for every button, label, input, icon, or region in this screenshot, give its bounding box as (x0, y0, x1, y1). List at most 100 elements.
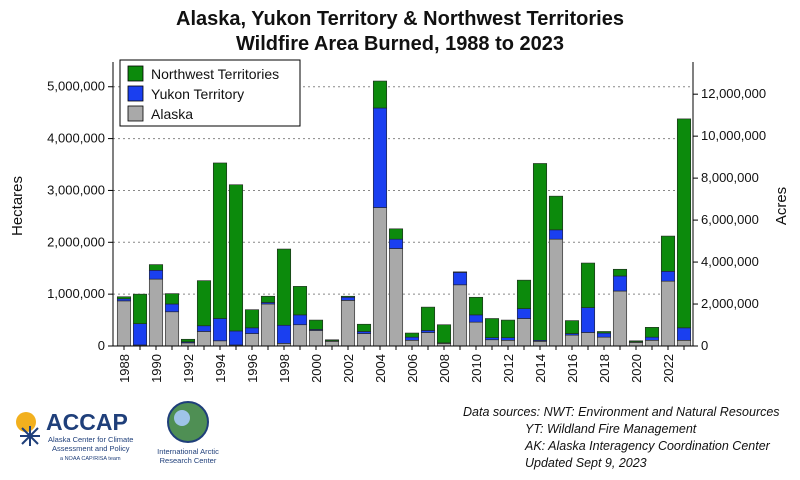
x-tick-label: 2002 (341, 354, 356, 383)
bar-northwest-territories-2006 (404, 332, 420, 338)
x-tick-label: 2020 (629, 354, 644, 383)
bar-yukon-territory-1994 (212, 318, 228, 342)
bar-yukon-territory-2022 (660, 271, 676, 282)
y-tick-label: 4,000,000 (47, 131, 105, 146)
bar-alaska-2009 (452, 284, 468, 347)
legend: Northwest Territories Yukon Territory Al… (119, 59, 301, 127)
x-tick-label: 2004 (373, 354, 388, 383)
legend-swatch-northwest-territories (127, 65, 144, 82)
bar-northwest-territories-2020 (628, 340, 644, 343)
bar-northwest-territories-2008 (436, 324, 452, 344)
bar-yukon-territory-2017 (580, 307, 596, 333)
accap-logo-line-3: a NOAA CAP/RISA team (60, 456, 121, 462)
bar-alaska-2022 (660, 280, 676, 347)
x-tick-label: 1996 (245, 354, 260, 383)
x-tick-label: 2000 (309, 354, 324, 383)
accap-logo: ACCAP Alaska Center for Climate Assessme… (16, 409, 133, 462)
y-axis-left-label: Hectares (9, 176, 26, 236)
bar-northwest-territories-1995 (228, 184, 244, 332)
bar-yukon-territory-2002 (340, 296, 356, 301)
bar-yukon-territory-2012 (500, 337, 516, 341)
x-tick-label: 2012 (501, 354, 516, 383)
x-tick-label: 1998 (277, 354, 292, 383)
x-tick-label: 1988 (117, 354, 132, 383)
y-right-tick-label: 2,000,000 (701, 296, 759, 311)
bar-northwest-territories-2019 (612, 268, 628, 277)
bar-alaska-2018 (596, 336, 612, 347)
bar-yukon-territory-1999 (292, 314, 308, 326)
bar-alaska-1990 (148, 278, 164, 347)
bar-northwest-territories-2002 (340, 295, 356, 298)
x-tick-label: 2010 (469, 354, 484, 383)
bar-yukon-territory-2021 (644, 336, 660, 341)
legend-label-northwest-territories: Northwest Territories (151, 66, 279, 82)
x-tick-label: 1992 (181, 354, 196, 383)
y-tick-label: 5,000,000 (47, 79, 105, 94)
bar-northwest-territories-2018 (596, 331, 612, 334)
bar-yukon-territory-2010 (468, 314, 484, 323)
snowflake-icon (20, 426, 40, 446)
bar-northwest-territories-2012 (500, 319, 516, 339)
y-axis-right-label: Acres (773, 187, 790, 225)
iarc-logo: International Arctic Research Center (157, 401, 219, 465)
iarc-logo-line-1: International Arctic (157, 447, 219, 456)
y-tick-label: 0 (98, 338, 105, 353)
bar-northwest-territories-2004 (372, 80, 388, 109)
bar-yukon-territory-1990 (148, 269, 164, 280)
bar-alaska-2015 (548, 238, 564, 347)
chart-title-line-1: Alaska, Yukon Territory & Northwest Terr… (176, 8, 624, 30)
bar-alaska-1999 (292, 324, 308, 347)
y-right-tick-label: 10,000,000 (701, 128, 766, 143)
data-source-line-1: Data sources: NWT: Environment and Natur… (463, 405, 780, 419)
bar-northwest-territories-2017 (580, 262, 596, 308)
bar-northwest-territories-2016 (564, 320, 580, 334)
bar-northwest-territories-1994 (212, 162, 228, 319)
x-tick-label: 1990 (149, 354, 164, 383)
x-tick-label: 2014 (533, 354, 548, 383)
bar-northwest-territories-1988 (116, 296, 132, 300)
legend-label-alaska: Alaska (151, 106, 193, 122)
bar-northwest-territories-1991 (164, 293, 180, 305)
data-sources-note: Data sources: NWT: Environment and Natur… (463, 404, 793, 472)
bar-alaska-2002 (340, 300, 356, 347)
bar-yukon-territory-2019 (612, 275, 628, 292)
legend-swatch-yukon-territory (127, 85, 144, 102)
bar-yukon-territory-1996 (244, 327, 260, 334)
bar-yukon-territory-2011 (484, 337, 500, 341)
data-source-line-4: Updated Sept 9, 2023 (525, 456, 647, 470)
bar-northwest-territories-2013 (516, 279, 532, 309)
bar-yukon-territory-1995 (228, 330, 244, 346)
legend-swatch-alaska (127, 105, 144, 122)
accap-logo-line-1: Alaska Center for Climate (48, 435, 133, 444)
bar-yukon-territory-2018 (596, 332, 612, 338)
logos: ACCAP Alaska Center for Climate Assessme… (16, 401, 219, 465)
bar-yukon-territory-2005 (388, 238, 404, 249)
bar-alaska-2001 (324, 341, 340, 347)
bar-alaska-1997 (260, 303, 276, 347)
bar-northwest-territories-2023 (676, 118, 692, 329)
bar-yukon-territory-2007 (420, 330, 436, 333)
accap-logo-line-2: Assessment and Policy (52, 444, 130, 453)
data-source-line-2: YT: Wildland Fire Management (525, 422, 697, 436)
bar-northwest-territories-2009 (452, 271, 468, 273)
bar-northwest-territories-2003 (356, 323, 372, 332)
bar-alaska-1994 (212, 340, 228, 347)
bar-northwest-territories-1990 (148, 264, 164, 271)
bar-yukon-territory-2003 (356, 331, 372, 334)
bar-northwest-territories-1992 (180, 338, 196, 343)
bar-alaska-2017 (580, 332, 596, 347)
y-right-tick-label: 6,000,000 (701, 212, 759, 227)
bar-alaska-1988 (116, 300, 132, 347)
chart-title-line-2: Wildfire Area Burned, 1988 to 2023 (236, 33, 564, 55)
y-tick-label: 1,000,000 (47, 286, 105, 301)
bar-yukon-territory-1998 (276, 324, 292, 344)
bar-northwest-territories-2022 (660, 235, 676, 272)
bar-alaska-2006 (404, 339, 420, 347)
sun-icon (16, 412, 36, 432)
bar-yukon-territory-1988 (116, 298, 132, 302)
x-tick-label: 2016 (565, 354, 580, 383)
bar-northwest-territories-1996 (244, 309, 260, 329)
x-axis-ticks: 1988 1990 1992 1994 1996 1998 2000 2002 2004 2006… (117, 346, 685, 383)
bar-alaska-2007 (420, 332, 436, 347)
y-right-tick-label: 8,000,000 (701, 170, 759, 185)
